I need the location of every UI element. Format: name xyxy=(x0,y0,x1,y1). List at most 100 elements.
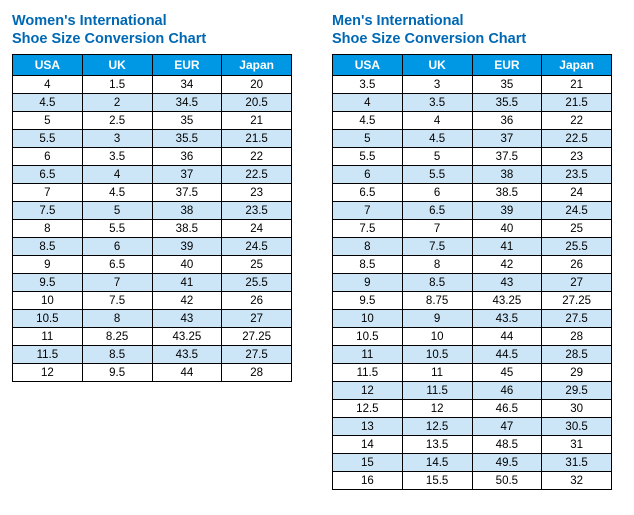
table-cell: 10 xyxy=(13,292,83,310)
men-chart-title: Men's International Shoe Size Conversion… xyxy=(332,12,612,48)
table-cell: 34 xyxy=(152,76,222,94)
table-cell: 1.5 xyxy=(82,76,152,94)
table-cell: 22 xyxy=(542,112,612,130)
table-cell: 15.5 xyxy=(402,472,472,490)
table-row: 107.54226 xyxy=(13,292,292,310)
table-cell: 13 xyxy=(333,418,403,436)
table-cell: 23.5 xyxy=(542,166,612,184)
table-cell: 49.5 xyxy=(472,454,542,472)
table-row: 43.535.521.5 xyxy=(333,94,612,112)
table-row: 129.54428 xyxy=(13,364,292,382)
table-cell: 23 xyxy=(222,184,292,202)
table-row: 76.53924.5 xyxy=(333,202,612,220)
table-cell: 43.5 xyxy=(472,310,542,328)
table-cell: 37 xyxy=(152,166,222,184)
table-cell: 12 xyxy=(13,364,83,382)
table-row: 1110.544.528.5 xyxy=(333,346,612,364)
table-cell: 10.5 xyxy=(402,346,472,364)
table-cell: 27.5 xyxy=(222,346,292,364)
table-cell: 43 xyxy=(152,310,222,328)
table-cell: 25 xyxy=(542,220,612,238)
table-cell: 6 xyxy=(13,148,83,166)
table-cell: 4.5 xyxy=(402,130,472,148)
table-cell: 9 xyxy=(13,256,83,274)
table-cell: 8.5 xyxy=(13,238,83,256)
table-cell: 40 xyxy=(152,256,222,274)
table-cell: 22.5 xyxy=(222,166,292,184)
table-cell: 5 xyxy=(402,148,472,166)
men-col-uk: UK xyxy=(402,55,472,76)
table-cell: 34.5 xyxy=(152,94,222,112)
table-cell: 22 xyxy=(222,148,292,166)
table-cell: 20 xyxy=(222,76,292,94)
table-cell: 38 xyxy=(472,166,542,184)
table-cell: 4.5 xyxy=(333,112,403,130)
table-row: 74.537.523 xyxy=(13,184,292,202)
table-cell: 27.25 xyxy=(542,292,612,310)
table-cell: 3 xyxy=(82,130,152,148)
table-row: 6.5638.524 xyxy=(333,184,612,202)
table-cell: 42 xyxy=(472,256,542,274)
table-cell: 44 xyxy=(472,328,542,346)
table-cell: 6 xyxy=(333,166,403,184)
women-tbody: 41.534204.5234.520.552.535215.5335.521.5… xyxy=(13,76,292,382)
table-row: 85.538.524 xyxy=(13,220,292,238)
table-cell: 10 xyxy=(402,328,472,346)
men-col-japan: Japan xyxy=(542,55,612,76)
women-chart-block: Women's International Shoe Size Conversi… xyxy=(12,12,292,382)
women-table: USA UK EUR Japan 41.534204.5234.520.552.… xyxy=(12,54,292,382)
table-cell: 31.5 xyxy=(542,454,612,472)
table-cell: 23 xyxy=(542,148,612,166)
table-cell: 21 xyxy=(222,112,292,130)
table-cell: 6.5 xyxy=(402,202,472,220)
table-cell: 12.5 xyxy=(333,400,403,418)
table-cell: 26 xyxy=(542,256,612,274)
table-cell: 39 xyxy=(472,202,542,220)
charts-container: Women's International Shoe Size Conversi… xyxy=(12,12,622,490)
men-title-line1: Men's International xyxy=(332,13,464,29)
table-row: 63.53622 xyxy=(13,148,292,166)
table-cell: 11.5 xyxy=(13,346,83,364)
table-cell: 5.5 xyxy=(13,130,83,148)
table-cell: 35 xyxy=(152,112,222,130)
table-cell: 44 xyxy=(152,364,222,382)
table-cell: 42 xyxy=(152,292,222,310)
table-cell: 37.5 xyxy=(472,148,542,166)
table-cell: 5 xyxy=(333,130,403,148)
table-cell: 6 xyxy=(402,184,472,202)
table-cell: 8 xyxy=(333,238,403,256)
table-row: 8.563924.5 xyxy=(13,238,292,256)
table-cell: 27 xyxy=(222,310,292,328)
table-cell: 43.5 xyxy=(152,346,222,364)
table-cell: 11 xyxy=(333,346,403,364)
table-cell: 5.5 xyxy=(402,166,472,184)
table-row: 8.584226 xyxy=(333,256,612,274)
table-row: 11.58.543.527.5 xyxy=(13,346,292,364)
table-row: 98.54327 xyxy=(333,274,612,292)
table-row: 10.584327 xyxy=(13,310,292,328)
women-col-japan: Japan xyxy=(222,55,292,76)
table-row: 5.5335.521.5 xyxy=(13,130,292,148)
men-tbody: 3.53352143.535.521.54.54362254.53722.55.… xyxy=(333,76,612,490)
table-cell: 5.5 xyxy=(82,220,152,238)
table-cell: 7 xyxy=(333,202,403,220)
table-cell: 23.5 xyxy=(222,202,292,220)
table-cell: 7 xyxy=(82,274,152,292)
table-cell: 27.25 xyxy=(222,328,292,346)
table-row: 118.2543.2527.25 xyxy=(13,328,292,346)
table-cell: 24.5 xyxy=(222,238,292,256)
table-cell: 37.5 xyxy=(152,184,222,202)
table-row: 10943.527.5 xyxy=(333,310,612,328)
table-cell: 5 xyxy=(82,202,152,220)
table-cell: 30.5 xyxy=(542,418,612,436)
table-cell: 10.5 xyxy=(13,310,83,328)
table-cell: 25.5 xyxy=(222,274,292,292)
table-cell: 43 xyxy=(472,274,542,292)
table-cell: 11 xyxy=(402,364,472,382)
women-chart-title: Women's International Shoe Size Conversi… xyxy=(12,12,292,48)
table-row: 1514.549.531.5 xyxy=(333,454,612,472)
table-cell: 21.5 xyxy=(542,94,612,112)
table-cell: 11 xyxy=(13,328,83,346)
table-cell: 32 xyxy=(542,472,612,490)
table-cell: 14.5 xyxy=(402,454,472,472)
